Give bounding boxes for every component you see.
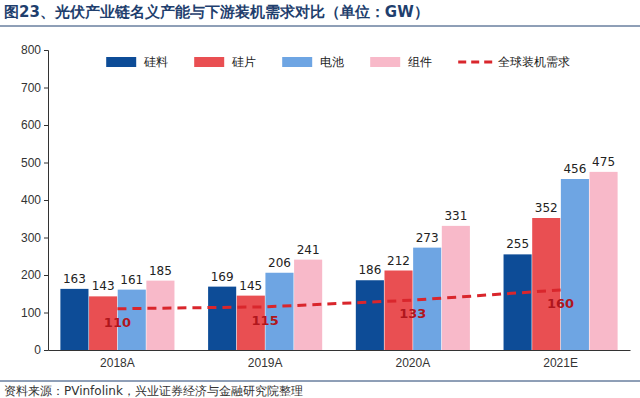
data-label: 331 — [444, 209, 467, 223]
legend-swatch — [106, 57, 136, 67]
bar — [442, 226, 470, 350]
data-label: 185 — [149, 264, 172, 278]
data-label: 163 — [63, 272, 86, 286]
x-axis-line — [49, 350, 631, 351]
bar — [356, 280, 384, 350]
y-tick-mark — [44, 238, 48, 239]
source: 资料来源：PVinfolink，兴业证券经济与金融研究院整理 — [4, 384, 303, 398]
legend-item: 全球装机需求 — [458, 55, 570, 69]
bar — [532, 218, 560, 350]
data-label: 352 — [535, 201, 558, 215]
bar — [590, 172, 618, 350]
y-tick: 800 — [21, 43, 48, 57]
y-tick-mark — [44, 163, 48, 164]
y-tick-label: 700 — [21, 81, 41, 95]
legend-label: 硅片 — [231, 55, 256, 69]
x-tick-label: 2020A — [396, 356, 431, 370]
chart: 图23、光伏产业链名义产能与下游装机需求对比（单位：GW） 0 100 200 300 4… — [0, 0, 640, 398]
bar — [504, 254, 532, 350]
legend-item: 硅料 — [106, 55, 168, 69]
y-tick-mark — [44, 50, 48, 51]
y-tick-mark — [44, 200, 48, 201]
x-tick-label: 2021E — [543, 356, 578, 370]
y-tick: 300 — [21, 231, 48, 245]
data-labels: 163 169 186 255 143 145 212 352 161 206 273 456 185 2… — [63, 155, 615, 330]
legend: 硅料 硅片 电池 组件 全球装机需求 — [106, 55, 570, 69]
y-tick-label: 500 — [21, 156, 41, 170]
y-axis: 0 100 200 300 400 500 600 700 800 — [21, 43, 49, 357]
y-tick-label: 800 — [21, 43, 41, 57]
marks — [60, 172, 617, 350]
data-label: 169 — [211, 270, 234, 284]
bar — [208, 287, 236, 350]
x-axis: 2018A 2019A 2020A 2021E — [49, 350, 631, 370]
y-tick-mark — [44, 125, 48, 126]
y-tick-mark — [44, 275, 48, 276]
title-rule — [0, 26, 640, 27]
y-tick: 400 — [21, 193, 48, 207]
bar — [146, 281, 174, 350]
data-label: 206 — [268, 256, 291, 270]
data-label: 115 — [252, 313, 279, 328]
x-tick: 2021E — [543, 350, 578, 370]
data-label: 255 — [506, 237, 529, 251]
plot: 0 100 200 300 400 500 600 700 800 2018A 2019A 2020A… — [21, 43, 631, 369]
legend-swatch — [370, 57, 400, 67]
source-rule — [0, 381, 640, 382]
y-tick-label: 0 — [34, 343, 41, 357]
data-label: 133 — [399, 306, 426, 321]
data-label: 186 — [358, 263, 381, 277]
y-tick: 100 — [21, 306, 48, 320]
data-label: 456 — [563, 162, 586, 176]
legend-swatch — [458, 61, 492, 64]
line — [117, 290, 560, 309]
bar — [561, 179, 589, 350]
y-tick-label: 200 — [21, 268, 41, 282]
y-tick-mark — [44, 88, 48, 89]
legend-swatch — [194, 57, 224, 67]
y-tick: 600 — [21, 118, 48, 132]
x-tick: 2019A — [248, 350, 283, 370]
x-tick-label: 2019A — [248, 356, 283, 370]
y-tick-label: 400 — [21, 193, 41, 207]
y-tick: 500 — [21, 156, 48, 170]
y-tick-label: 100 — [21, 306, 41, 320]
data-label: 241 — [297, 243, 320, 257]
legend-label: 全球装机需求 — [498, 55, 570, 69]
legend-label: 电池 — [320, 55, 344, 69]
data-label: 145 — [239, 279, 262, 293]
title: 图23、光伏产业链名义产能与下游装机需求对比（单位：GW） — [4, 3, 429, 21]
bar — [265, 273, 293, 350]
bar — [60, 289, 88, 350]
x-tick: 2018A — [100, 350, 135, 370]
legend-label: 组件 — [408, 55, 432, 69]
y-tick: 700 — [21, 81, 48, 95]
y-tick-label: 600 — [21, 118, 41, 132]
legend-label: 硅料 — [143, 55, 168, 69]
data-label: 273 — [416, 231, 439, 245]
data-label: 475 — [592, 155, 615, 169]
data-label: 160 — [547, 296, 574, 311]
data-label: 212 — [387, 254, 410, 268]
legend-item: 硅片 — [194, 55, 256, 69]
y-tick: 200 — [21, 268, 48, 282]
data-label: 110 — [104, 315, 131, 330]
legend-swatch — [282, 57, 312, 67]
x-tick-label: 2018A — [100, 356, 135, 370]
y-tick: 0 — [34, 343, 48, 357]
y-tick-mark — [44, 313, 48, 314]
x-tick: 2020A — [396, 350, 431, 370]
data-label: 143 — [92, 279, 115, 293]
legend-item: 电池 — [282, 55, 344, 69]
legend-item: 组件 — [370, 55, 432, 69]
y-tick-label: 300 — [21, 231, 41, 245]
data-label: 161 — [120, 273, 143, 287]
y-axis-line — [44, 51, 49, 351]
y-tick-mark — [44, 350, 48, 351]
